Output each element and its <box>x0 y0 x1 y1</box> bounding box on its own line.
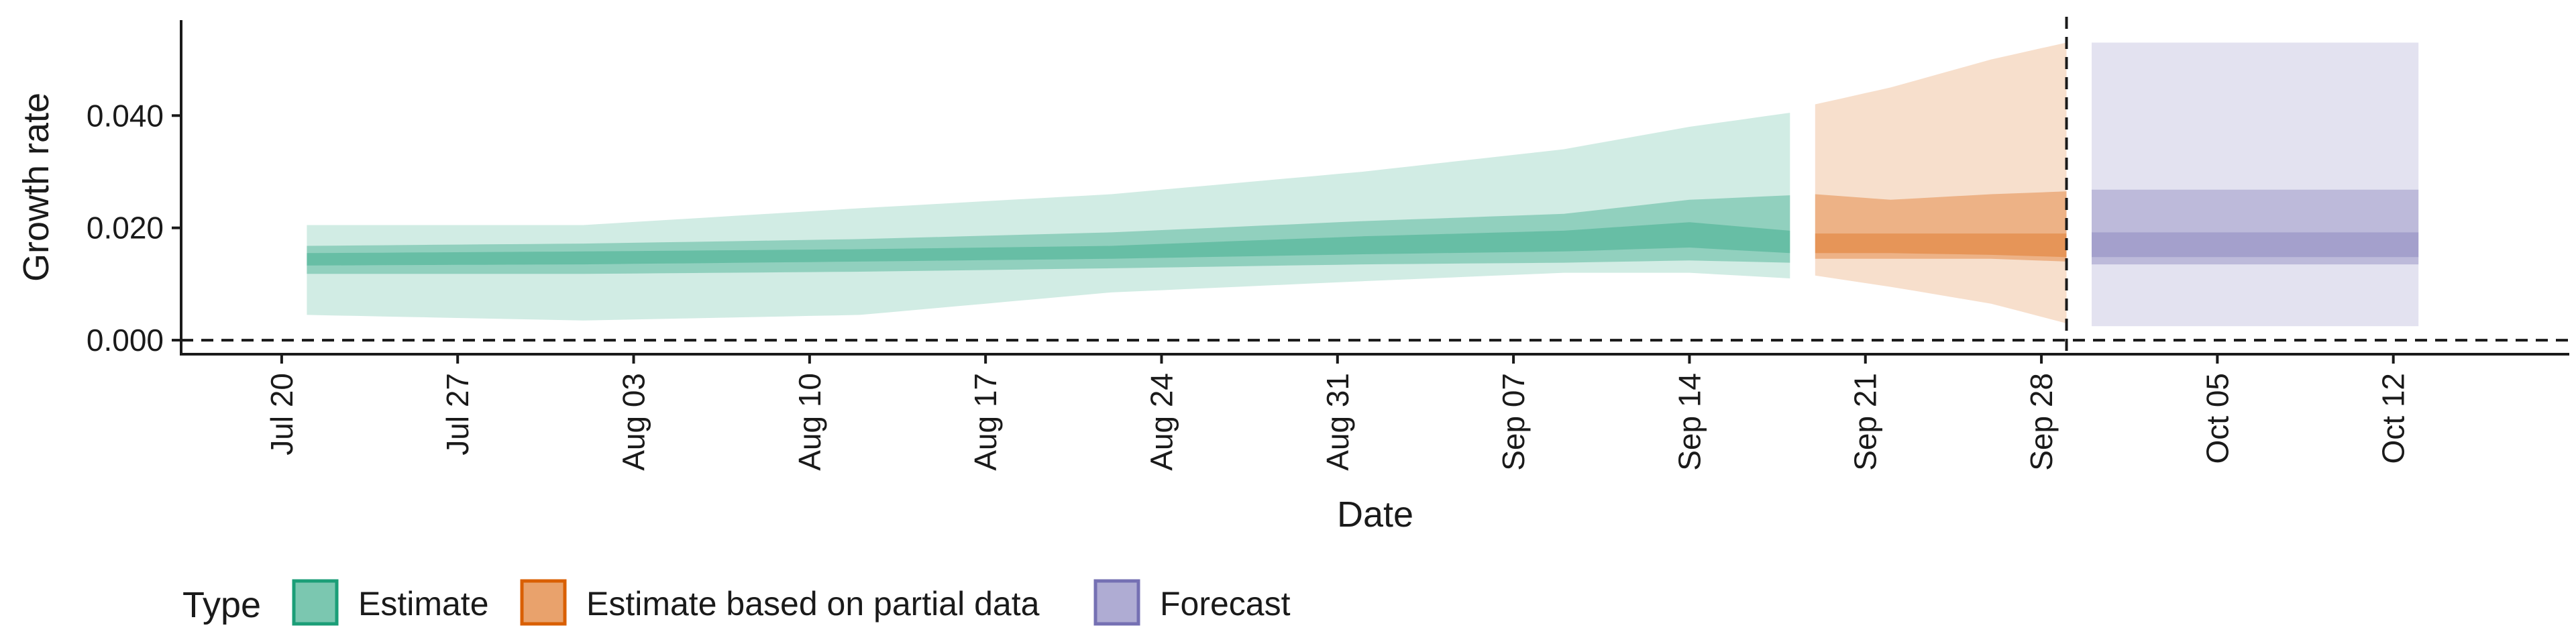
x-axis-title: Date <box>1337 494 1413 535</box>
forecast-ribbon-50 <box>2092 189 2419 265</box>
y-tick-label: 0.000 <box>87 323 164 358</box>
x-tick-label: Sep 07 <box>1496 373 1531 471</box>
x-tick-label: Jul 20 <box>264 373 299 455</box>
legend-key-estimate-based-on-partial-data <box>520 579 567 626</box>
x-tick-label: Aug 24 <box>1144 373 1179 471</box>
x-tick-label: Jul 27 <box>440 373 475 455</box>
estimate-based-on-partial-data-ribbon-50 <box>1815 191 2067 262</box>
forecast-ribbon-90 <box>2092 42 2419 327</box>
legend-key-forecast <box>1093 579 1140 626</box>
x-tick-label: Sep 14 <box>1672 373 1707 471</box>
y-axis-title: Growth rate <box>16 93 56 282</box>
x-tick-label: Oct 05 <box>2200 373 2235 464</box>
legend-label-estimate-based-on-partial-data: Estimate based on partial data <box>586 585 1040 623</box>
x-tick-label: Aug 03 <box>616 373 651 471</box>
ribbon-layer <box>307 42 2419 327</box>
legend-key-estimate <box>292 579 339 626</box>
y-tick-label: 0.020 <box>87 211 164 246</box>
x-tick-label: Sep 21 <box>1848 373 1883 471</box>
legend-title: Type <box>182 585 261 625</box>
y-tick-label: 0.040 <box>87 98 164 133</box>
legend-label-forecast: Forecast <box>1160 585 1291 623</box>
x-tick-label: Oct 12 <box>2376 373 2411 464</box>
x-ticks: Jul 20 Jul 27 Aug 03 Aug 10 Aug 17 Aug 24 Aug … <box>264 354 2411 471</box>
estimate-ribbon-20 <box>307 222 1790 266</box>
x-tick-label: Sep 28 <box>2024 373 2059 471</box>
estimate-based-on-partial-data-ribbon-90 <box>1815 42 2067 323</box>
estimate-based-on-partial-data-ribbon-20 <box>1815 233 2067 258</box>
forecast-ribbon-20 <box>2092 232 2419 258</box>
x-tick-label: Aug 31 <box>1320 373 1355 471</box>
x-tick-label: Aug 10 <box>792 373 827 471</box>
y-ticks: 0.000 0.020 0.040 <box>87 98 181 358</box>
x-tick-label: Aug 17 <box>968 373 1003 471</box>
axes <box>180 20 2569 356</box>
legend: Type Estimate Estimate based on partial d… <box>182 579 1291 626</box>
estimate-ribbon-50 <box>307 195 1790 274</box>
estimate-ribbon-90 <box>307 113 1790 321</box>
legend-label-estimate: Estimate <box>358 585 489 623</box>
reference-lines <box>181 17 2569 354</box>
